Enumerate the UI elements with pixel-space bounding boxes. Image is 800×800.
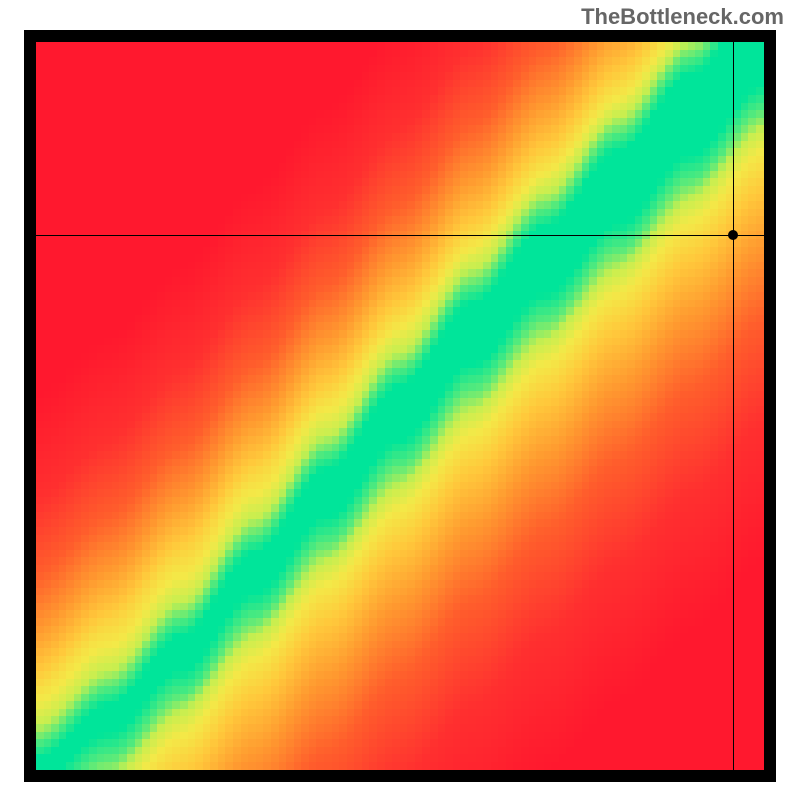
- crosshair-horizontal: [36, 235, 764, 236]
- heatmap-area: [36, 42, 764, 770]
- chart-container: TheBottleneck.com: [0, 0, 800, 800]
- plot-frame: [24, 30, 776, 782]
- watermark-text: TheBottleneck.com: [581, 4, 784, 30]
- crosshair-vertical: [733, 42, 734, 770]
- marker-dot: [728, 230, 738, 240]
